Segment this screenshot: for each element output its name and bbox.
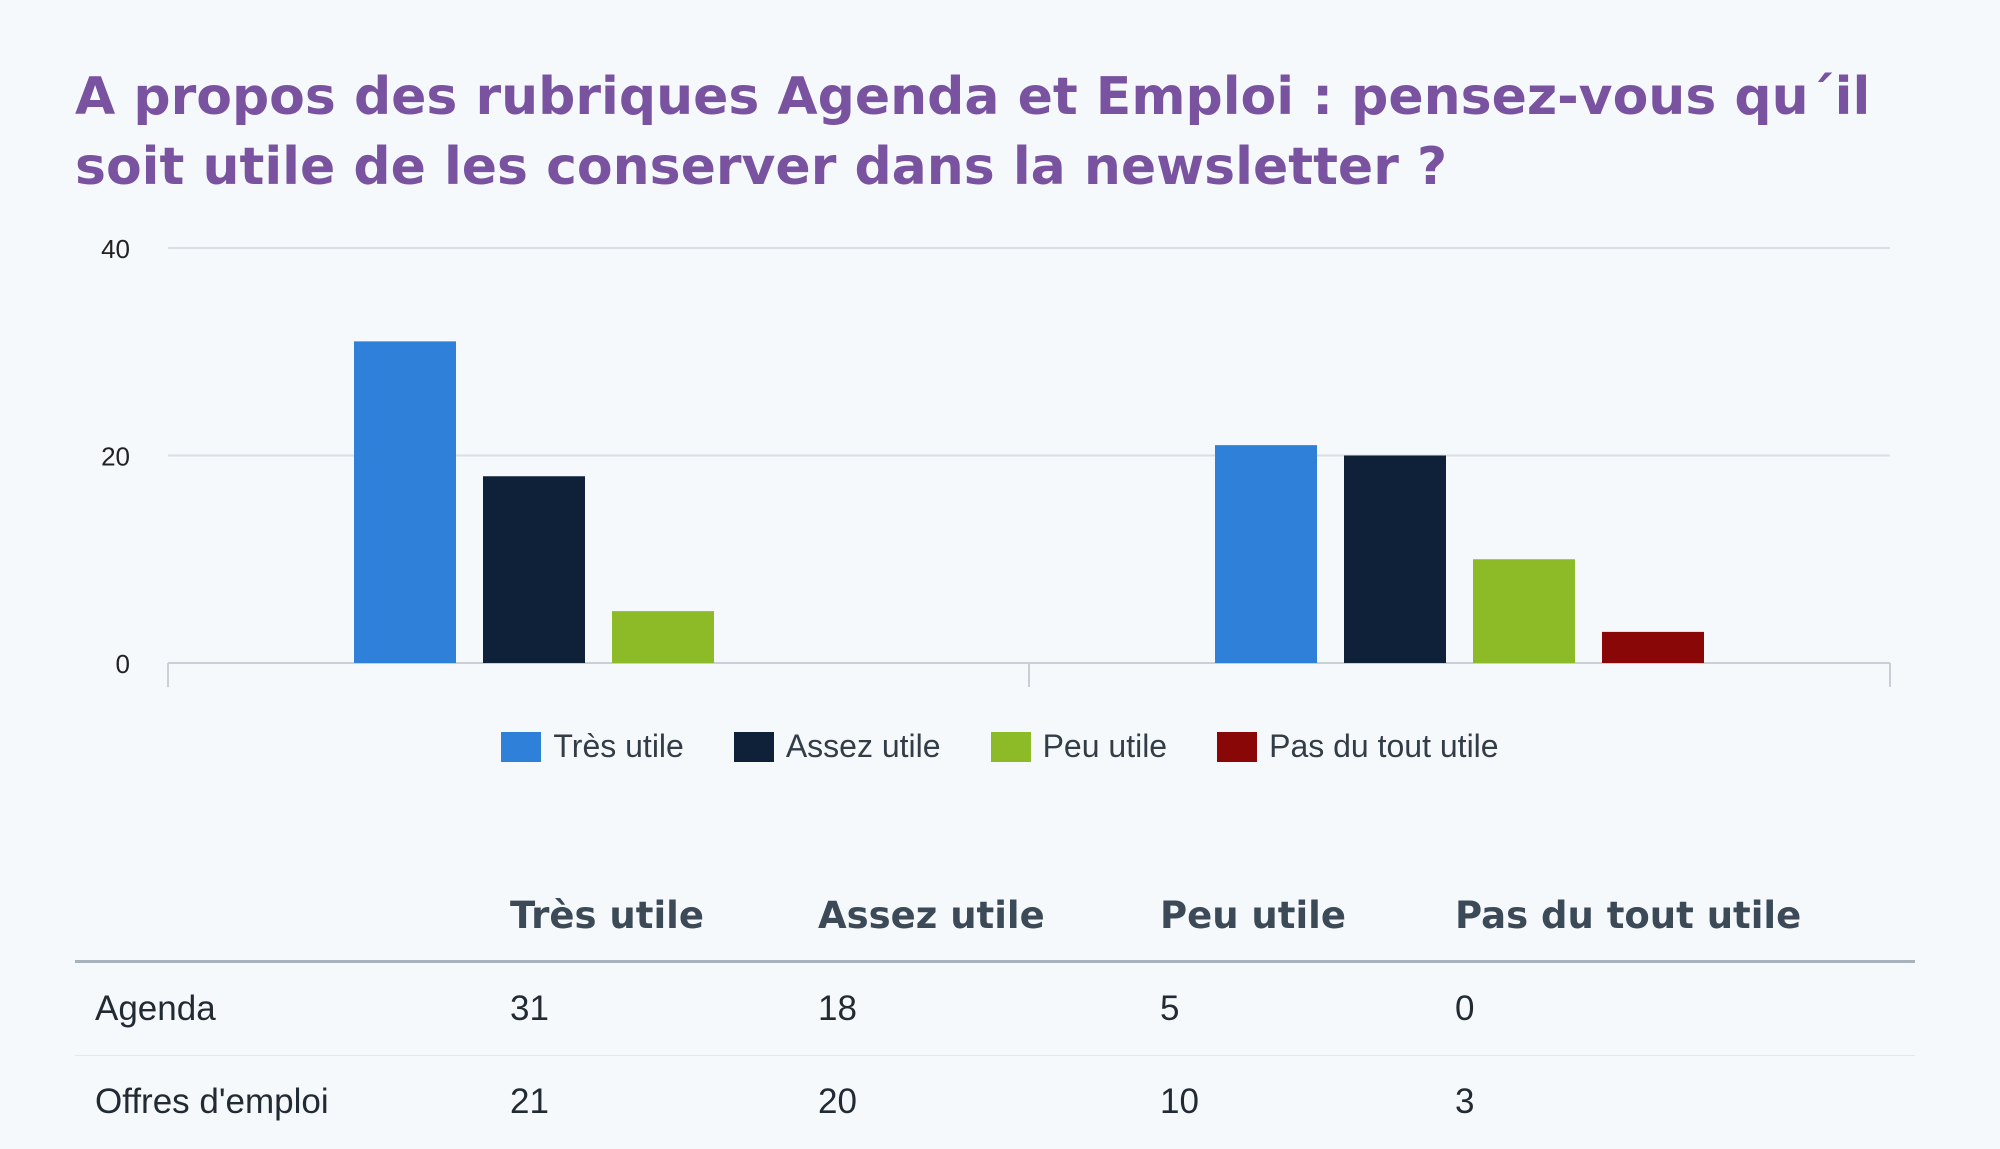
table-row: Offres d'emploi 21 20 10 3 <box>75 1056 1915 1149</box>
y-tick-label: 20 <box>101 442 130 472</box>
legend-item[interactable]: Pas du tout utile <box>1217 728 1499 765</box>
table-cell: 21 <box>510 1082 549 1121</box>
bar <box>354 341 456 663</box>
table-header-cell: Peu utile <box>1160 870 1455 963</box>
bar <box>1602 631 1704 663</box>
legend-swatch <box>1217 731 1258 762</box>
legend-label: Assez utile <box>785 728 941 764</box>
legend-item[interactable]: Peu utile <box>990 728 1168 765</box>
data-table: Très utile Assez utile Peu utile Pas du … <box>75 870 1915 1148</box>
table-header-cell: Pas du tout utile <box>1455 870 1915 963</box>
table-cell: 3 <box>1455 1082 1475 1121</box>
legend-swatch <box>990 731 1031 762</box>
bar <box>612 611 714 663</box>
chart-legend: Très utile Assez utile Peu utile Pas du … <box>0 728 2000 765</box>
bar-chart: 0 20 40 <box>101 234 1891 687</box>
table-cell: 20 <box>818 1082 857 1121</box>
y-tick-label: 0 <box>116 649 130 679</box>
bar <box>483 476 585 663</box>
legend-swatch <box>501 731 542 762</box>
table-cell: Offres d'emploi <box>95 1082 329 1121</box>
table-cell: 10 <box>1160 1082 1199 1121</box>
table-cell: Agenda <box>75 961 510 1056</box>
table-cell: 5 <box>1160 961 1455 1056</box>
table-cell: 18 <box>818 961 1160 1056</box>
legend-label: Peu utile <box>1042 728 1168 764</box>
table-header-cell <box>75 870 510 963</box>
table-row: Agenda 31 18 5 0 <box>75 961 1915 1056</box>
legend-swatch <box>733 731 774 762</box>
table-cell: 0 <box>1455 961 1915 1056</box>
y-tick-label: 40 <box>101 234 130 264</box>
legend-label: Pas du tout utile <box>1269 728 1499 764</box>
table-header-cell: Très utile <box>510 870 818 963</box>
table-cell: 31 <box>510 961 818 1056</box>
legend-item[interactable]: Très utile <box>501 728 684 765</box>
bar <box>1215 445 1317 663</box>
legend-label: Très utile <box>553 728 684 764</box>
bar <box>1473 559 1575 663</box>
legend-item[interactable]: Assez utile <box>733 728 941 765</box>
table-header-row: Très utile Assez utile Peu utile Pas du … <box>75 870 1915 963</box>
chart-title: A propos des rubriques Agenda et Emploi … <box>75 67 1871 197</box>
bar <box>1344 455 1446 663</box>
table-header-cell: Assez utile <box>818 870 1160 963</box>
